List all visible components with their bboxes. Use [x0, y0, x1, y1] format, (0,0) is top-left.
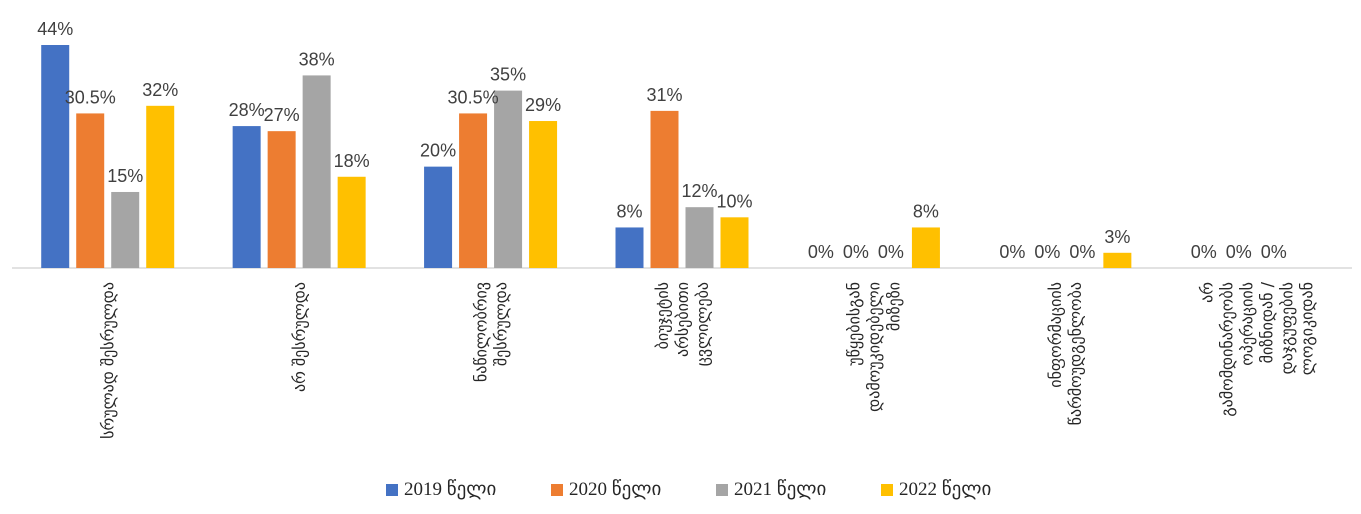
- data-label: 15%: [107, 166, 143, 186]
- legend-swatch-1: [386, 484, 398, 496]
- data-label: 30.5%: [65, 87, 116, 107]
- bar-2-1: [76, 113, 105, 268]
- data-label: 3%: [1104, 227, 1130, 247]
- bar-4-1: [146, 105, 175, 269]
- data-label: 12%: [681, 181, 717, 201]
- legend-label: 2021 წელი: [734, 479, 826, 500]
- bar-3-2: [302, 75, 331, 268]
- data-label: 10%: [716, 191, 752, 211]
- bar-1-2: [232, 126, 261, 268]
- data-label: 0%: [1261, 242, 1287, 262]
- data-label: 27%: [264, 105, 300, 125]
- bar-4-2: [337, 176, 366, 268]
- data-label: 8%: [913, 201, 939, 221]
- bar-4-5: [911, 227, 940, 268]
- category-label: ინფორმაციისწარმოუდგენლობა: [1046, 282, 1085, 425]
- legend: 2019 წელი 2020 წელი 2021 წელი 2022 წელი: [386, 479, 991, 500]
- bar-3-1: [111, 191, 140, 268]
- legend-swatch-4: [881, 484, 893, 496]
- bar-3-3: [494, 90, 523, 268]
- category-label: უწყებისგანდამოუკიდებელიმიზეზი: [844, 282, 903, 412]
- data-label: 20%: [420, 141, 456, 161]
- data-label: 0%: [843, 242, 869, 262]
- data-label: 28%: [229, 100, 265, 120]
- data-label: 0%: [1226, 242, 1252, 262]
- data-label: 0%: [1191, 242, 1217, 262]
- data-label: 29%: [525, 95, 561, 115]
- bar-1-4: [615, 227, 644, 268]
- legend-swatch-3: [716, 484, 728, 496]
- data-label: 18%: [334, 151, 370, 171]
- category-label: ბიუჯეტისარსებითიცვლილება: [653, 282, 712, 366]
- bar-4-6: [1103, 252, 1132, 268]
- bar-4-4: [720, 217, 749, 268]
- data-label: 0%: [1034, 242, 1060, 262]
- category-label: ნაწილობრივშესრულდა: [472, 282, 511, 382]
- data-label: 31%: [646, 85, 682, 105]
- data-label: 35%: [490, 65, 526, 85]
- data-label: 0%: [1069, 242, 1095, 262]
- data-label: 38%: [299, 49, 335, 69]
- bar-1-1: [41, 45, 70, 268]
- bar-2-4: [650, 110, 679, 269]
- bar-1-3: [424, 166, 453, 268]
- bar-3-4: [685, 207, 714, 268]
- data-label: 30.5%: [448, 87, 499, 107]
- data-label: 0%: [999, 242, 1025, 262]
- bar-2-3: [459, 113, 488, 268]
- data-label: 32%: [142, 80, 178, 100]
- data-label: 8%: [616, 201, 642, 221]
- category-labels-layer: სრულად შესრულდა არ შესრულდა ნაწილობრივშესრ…: [99, 281, 1317, 438]
- bar-4-3: [529, 121, 558, 268]
- legend-label: 2020 წელი: [569, 479, 661, 500]
- data-label: 0%: [808, 242, 834, 262]
- data-labels-layer: 44%30.5%15%32%28%27%38%18%20%30.5%35%29%…: [37, 19, 1287, 262]
- legend-label: 2022 წელი: [899, 479, 991, 500]
- category-label: არ შესრულდა: [290, 282, 309, 392]
- legend-swatch-2: [551, 484, 563, 496]
- category-label: სრულად შესრულდა: [99, 282, 118, 439]
- legend-label: 2019 წელი: [404, 479, 496, 500]
- category-label: არგამომდინარეობსოპერაციისმიზნიდან /დაჯგუ…: [1197, 281, 1316, 416]
- bar-2-2: [267, 131, 296, 268]
- bars-layer: [41, 45, 1132, 269]
- data-label: 0%: [878, 242, 904, 262]
- data-label: 44%: [37, 19, 73, 39]
